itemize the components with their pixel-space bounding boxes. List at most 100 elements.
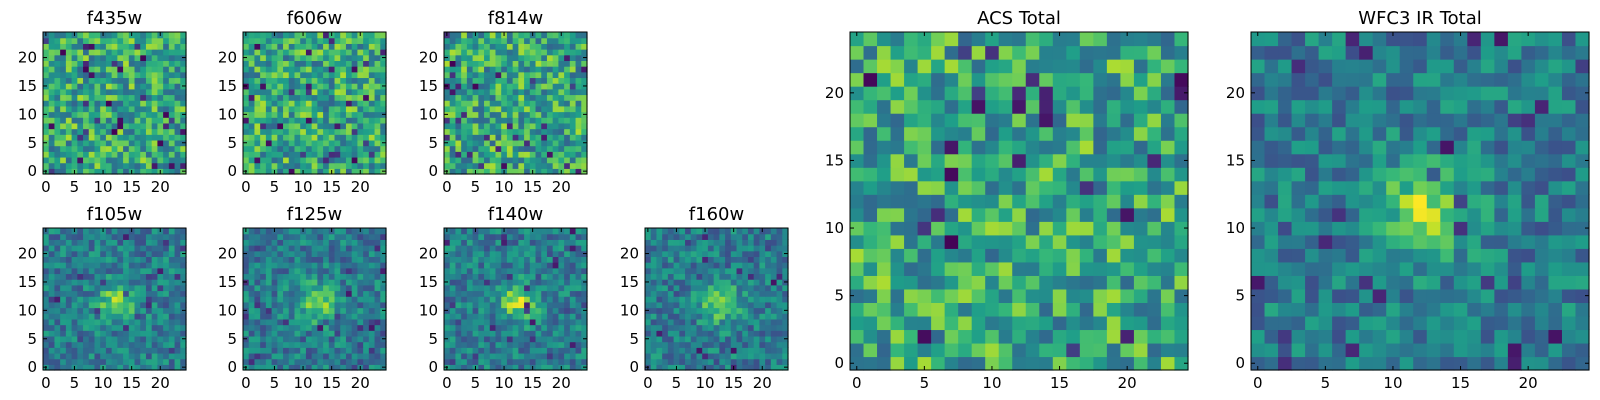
heatmap-cell bbox=[77, 134, 84, 141]
heatmap-cell bbox=[77, 301, 84, 309]
heatmap-cell bbox=[765, 284, 772, 292]
heatmap-cell bbox=[265, 330, 273, 337]
heatmap-cell bbox=[277, 267, 284, 275]
heatmap-cell bbox=[248, 156, 256, 164]
heatmap-cell bbox=[998, 167, 1013, 182]
heatmap-cell bbox=[1025, 248, 1040, 263]
heatmap-cell bbox=[1066, 356, 1081, 371]
heatmap-cell bbox=[340, 250, 347, 257]
heatmap-cell bbox=[770, 262, 778, 269]
heatmap-cell bbox=[484, 324, 491, 331]
heatmap-cell bbox=[254, 347, 261, 354]
heatmap-cell bbox=[294, 364, 301, 371]
heatmap-cell bbox=[168, 341, 176, 348]
heatmap-cell bbox=[770, 318, 778, 326]
heatmap-cell bbox=[77, 156, 84, 164]
heatmap-cell bbox=[305, 139, 313, 147]
heatmap-cell bbox=[449, 301, 457, 309]
heatmap-cell bbox=[449, 307, 457, 314]
heatmap-cell bbox=[736, 233, 743, 240]
heatmap-cell bbox=[472, 162, 479, 169]
heatmap-cell bbox=[323, 290, 330, 297]
heatmap-cell bbox=[88, 296, 96, 303]
heatmap-cell bbox=[311, 296, 318, 303]
heatmap-cell bbox=[260, 262, 267, 269]
heatmap-cell bbox=[455, 245, 462, 252]
heatmap-cell bbox=[283, 262, 290, 269]
heatmap-cell bbox=[111, 228, 118, 235]
heatmap-cell bbox=[300, 279, 307, 286]
heatmap-cell bbox=[140, 128, 147, 135]
heatmap-cell bbox=[444, 318, 451, 326]
heatmap-cell bbox=[77, 239, 84, 246]
x-tick-label: 10 bbox=[94, 178, 113, 196]
heatmap-cell bbox=[328, 60, 336, 67]
heatmap-cell bbox=[518, 117, 525, 124]
heatmap-cell bbox=[94, 245, 101, 252]
heatmap-cell bbox=[271, 111, 278, 118]
heatmap-cell bbox=[466, 71, 474, 79]
heatmap-cell bbox=[1093, 315, 1108, 331]
heatmap-cell bbox=[685, 256, 692, 263]
heatmap-cell bbox=[702, 352, 709, 360]
heatmap-cell bbox=[145, 100, 153, 107]
heatmap-cell bbox=[776, 239, 783, 246]
heatmap-cell bbox=[466, 139, 474, 147]
heatmap-cell bbox=[759, 233, 766, 240]
y-tick-label: 5 bbox=[428, 134, 438, 152]
heatmap-cell bbox=[351, 77, 358, 84]
heatmap-cell bbox=[1025, 194, 1040, 209]
heatmap-cell bbox=[529, 60, 537, 67]
heatmap-cell bbox=[105, 330, 113, 337]
heatmap-cell bbox=[489, 37, 497, 44]
heatmap-cell bbox=[140, 139, 147, 147]
heatmap-cell bbox=[151, 233, 158, 240]
heatmap-cell bbox=[444, 290, 451, 297]
heatmap-cell bbox=[134, 151, 141, 158]
heatmap-cell bbox=[759, 256, 766, 263]
heatmap-cell bbox=[512, 156, 519, 164]
heatmap-cell bbox=[478, 94, 485, 101]
heatmap-cell bbox=[501, 290, 508, 297]
heatmap-cell bbox=[300, 105, 307, 113]
heatmap-cell bbox=[546, 139, 554, 147]
heatmap-cell bbox=[145, 301, 153, 309]
heatmap-cell bbox=[357, 290, 364, 297]
heatmap-cell bbox=[77, 168, 84, 175]
y-tick-label: 15 bbox=[218, 273, 237, 291]
heatmap-cell bbox=[248, 37, 256, 44]
heatmap-cell bbox=[48, 145, 56, 152]
heatmap-cell bbox=[765, 296, 772, 303]
heatmap-cell bbox=[140, 71, 147, 79]
heatmap-cell bbox=[524, 324, 531, 331]
heatmap-cell bbox=[581, 347, 588, 354]
heatmap-cell bbox=[48, 111, 56, 118]
heatmap-cell bbox=[105, 111, 113, 118]
heatmap-cell bbox=[1066, 329, 1081, 344]
heatmap-cell bbox=[305, 273, 313, 280]
heatmap-cell bbox=[340, 100, 347, 107]
heatmap-cell bbox=[667, 262, 675, 269]
heatmap-cell bbox=[117, 262, 124, 269]
heatmap-cell bbox=[466, 151, 474, 158]
heatmap-cell bbox=[449, 156, 457, 164]
heatmap-cell bbox=[495, 335, 502, 343]
heatmap-cell bbox=[271, 122, 278, 130]
heatmap-cell bbox=[1120, 315, 1135, 331]
heatmap-cell bbox=[541, 313, 548, 320]
heatmap-cell bbox=[1160, 356, 1176, 371]
heatmap-cell bbox=[94, 145, 101, 152]
heatmap-cell bbox=[168, 324, 176, 331]
heatmap-cell bbox=[328, 162, 336, 169]
heatmap-cell bbox=[753, 245, 760, 252]
heatmap-cell bbox=[340, 134, 347, 141]
heatmap-cell bbox=[334, 352, 341, 360]
heatmap-cell bbox=[117, 290, 124, 297]
heatmap-cell bbox=[552, 77, 559, 84]
heatmap-cell bbox=[43, 341, 50, 348]
heatmap-cell bbox=[552, 239, 559, 246]
y-tick-label: 10 bbox=[620, 301, 639, 319]
heatmap-cell bbox=[455, 145, 462, 152]
heatmap-cell bbox=[581, 284, 588, 292]
